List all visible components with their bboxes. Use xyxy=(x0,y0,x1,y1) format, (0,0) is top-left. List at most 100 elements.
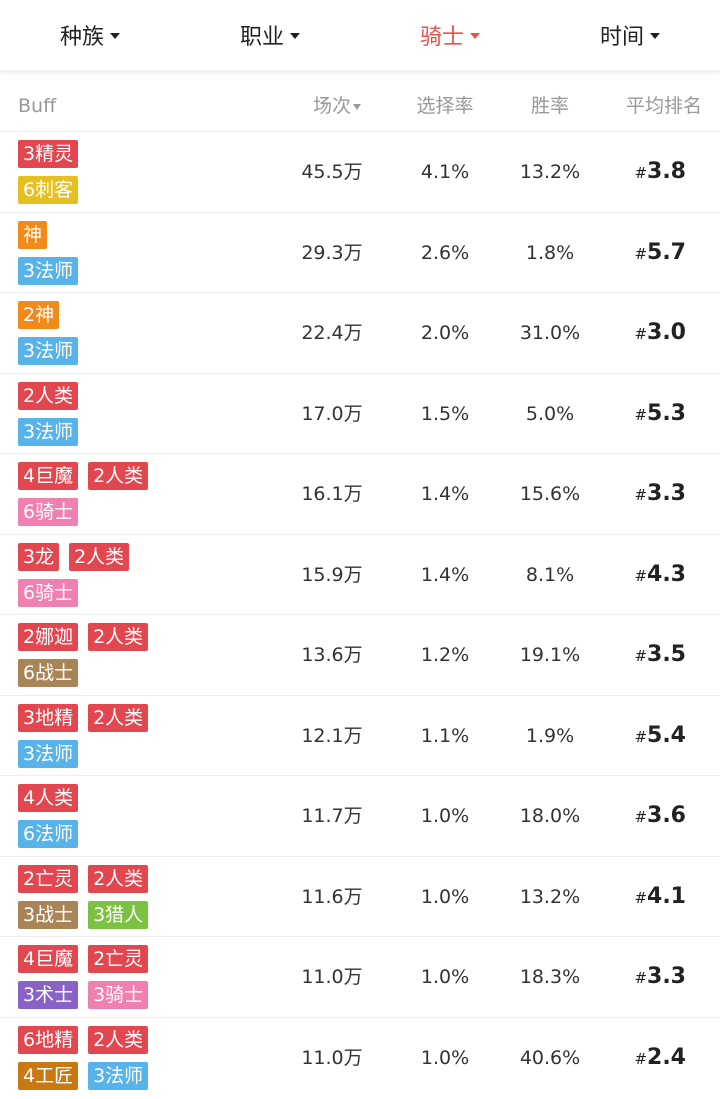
buff-tag: 6刺客 xyxy=(18,176,79,204)
table-row[interactable]: 3龙 2人类 6骑士 15.9万 1.4% 8.1% #4.3 xyxy=(0,533,720,615)
filter-tab[interactable]: 时间 xyxy=(540,0,720,70)
table-row[interactable]: 2亡灵 2人类 3战士 3猎人 11.6万 1.0% 13.2% #4.1 xyxy=(0,855,720,937)
buff-line: 4巨魔 2亡灵 xyxy=(18,945,149,973)
column-header: Buff xyxy=(18,82,56,130)
buff-line: 3龙 2人类 xyxy=(18,542,130,571)
pick-rate: 1.0% xyxy=(420,805,470,827)
buff-line: 3术士 3骑士 xyxy=(18,981,149,1009)
header-label: 平均排名 xyxy=(625,95,702,117)
column-header[interactable]: 场次 xyxy=(277,82,397,130)
buff-tag: 2人类 xyxy=(88,1025,149,1054)
buff-line: 3法师 xyxy=(18,256,79,285)
buff-tag: 2人类 xyxy=(88,623,149,651)
buff-line: 3法师 xyxy=(18,417,79,446)
column-header[interactable]: 平均排名 xyxy=(626,82,702,130)
buff-line: 6法师 xyxy=(18,820,79,848)
table-row[interactable]: 2娜迦 2人类 6战士 13.6万 1.2% 19.1% #3.5 xyxy=(0,614,720,695)
buff-tag: 3法师 xyxy=(18,337,79,365)
buff-tag: 3龙 xyxy=(18,542,60,571)
buff-tag: 4人类 xyxy=(18,784,79,812)
buff-line: 3精灵 xyxy=(18,140,79,168)
pick-rate: 1.1% xyxy=(420,724,470,747)
games: 16.1万 xyxy=(301,483,363,505)
buff-line: 6战士 xyxy=(18,659,79,687)
win-rate: 1.9% xyxy=(525,724,575,747)
rank-prefix: # xyxy=(634,244,648,263)
buff-tag: 2亡灵 xyxy=(88,945,149,973)
rank-value: 3.0 xyxy=(647,320,686,345)
buff-tag: 6战士 xyxy=(18,659,79,687)
tab-bar: 种族 职业 骑士 时间 xyxy=(0,0,720,70)
table-row[interactable]: 6地精 2人类 4工匠 3法师 11.0万 1.0% 40.6% #2.4 xyxy=(0,1016,720,1098)
rank-value: 3.3 xyxy=(647,481,686,506)
rank-value: 3.6 xyxy=(647,803,686,828)
buff-line: 4巨魔 2人类 xyxy=(18,462,149,490)
table-row[interactable]: 2人类 3法师 17.0万 1.5% 5.0% #5.3 xyxy=(0,372,720,454)
rank-value: 4.3 xyxy=(647,561,686,587)
pick-rate: 1.4% xyxy=(420,483,470,505)
buff-tag: 3法师 xyxy=(18,417,79,446)
avg-rank: #2.4 xyxy=(634,1018,686,1098)
rank-prefix: # xyxy=(634,164,648,182)
buff-tag: 6骑士 xyxy=(18,498,79,526)
dropdown-arrow xyxy=(650,33,660,39)
filter-tab[interactable]: 种族 xyxy=(0,0,180,70)
games: 11.0万 xyxy=(301,1046,363,1069)
rank-prefix: # xyxy=(634,325,648,343)
column-header[interactable]: 胜率 xyxy=(490,82,610,130)
header-label: 选择率 xyxy=(416,95,474,117)
games: 45.5万 xyxy=(301,161,363,183)
games: 22.4万 xyxy=(301,322,363,344)
column-header[interactable]: 选择率 xyxy=(385,82,505,130)
tab-label: 种族 xyxy=(59,25,104,50)
avg-rank: #4.3 xyxy=(634,535,686,615)
win-rate: 18.3% xyxy=(519,966,581,988)
filter-tab[interactable]: 职业 xyxy=(180,0,360,70)
pick-rate: 2.6% xyxy=(420,241,470,264)
buff-tag: 3术士 xyxy=(18,981,79,1009)
buff-line: 4人类 xyxy=(18,784,79,812)
buff-tag: 4巨魔 xyxy=(18,945,79,973)
buff-tag: 3战士 xyxy=(18,900,79,929)
pick-rate: 2.0% xyxy=(420,322,470,344)
rank-value: 3.3 xyxy=(647,964,686,989)
rank-value: 5.3 xyxy=(647,400,686,426)
avg-rank: #5.3 xyxy=(634,374,686,454)
buff-line: 神 xyxy=(18,220,48,249)
games: 15.9万 xyxy=(301,563,363,586)
avg-rank: #3.0 xyxy=(634,293,686,373)
dropdown-arrow xyxy=(290,33,300,39)
filter-tab[interactable]: 骑士 xyxy=(360,0,540,70)
header-label: 胜率 xyxy=(530,95,569,117)
dropdown-arrow xyxy=(110,33,120,39)
buff-tag: 3地精 xyxy=(18,703,79,732)
avg-rank: #4.1 xyxy=(634,857,686,937)
rank-prefix: # xyxy=(634,808,648,826)
buff-tag: 6骑士 xyxy=(18,578,79,607)
buff-tag: 6法师 xyxy=(18,820,79,848)
table-row[interactable]: 4巨魔 2亡灵 3术士 3骑士 11.0万 1.0% 18.3% #3.3 xyxy=(0,936,720,1017)
avg-rank: #3.6 xyxy=(634,776,686,856)
table-row[interactable]: 神 3法师 29.3万 2.6% 1.8% #5.7 xyxy=(0,211,720,293)
rank-prefix: # xyxy=(634,405,648,424)
buff-line: 6骑士 xyxy=(18,578,79,607)
rank-value: 3.8 xyxy=(647,159,686,184)
win-rate: 40.6% xyxy=(519,1046,581,1069)
rank-value: 3.5 xyxy=(647,642,686,667)
table-header: Buff 场次 选择率 胜率 平均排名 xyxy=(0,82,720,130)
buff-tag: 3法师 xyxy=(18,256,79,285)
table-row[interactable]: 3精灵 6刺客 45.5万 4.1% 13.2% #3.8 xyxy=(0,131,720,212)
buff-tag: 2人类 xyxy=(88,462,149,490)
buff-line: 3地精 2人类 xyxy=(18,703,149,732)
table-row[interactable]: 3地精 2人类 3法师 12.1万 1.1% 1.9% #5.4 xyxy=(0,694,720,776)
buff-tag: 4工匠 xyxy=(18,1061,79,1090)
win-rate: 8.1% xyxy=(525,563,575,586)
table-row[interactable]: 4人类 6法师 11.7万 1.0% 18.0% #3.6 xyxy=(0,775,720,856)
buff-tag: 2人类 xyxy=(88,703,149,732)
rank-value: 5.7 xyxy=(647,239,686,265)
table-row[interactable]: 2神 3法师 22.4万 2.0% 31.0% #3.0 xyxy=(0,292,720,373)
pick-rate: 4.1% xyxy=(420,161,470,183)
pick-rate: 1.0% xyxy=(420,885,470,908)
buff-tag: 3骑士 xyxy=(88,981,149,1009)
table-row[interactable]: 4巨魔 2人类 6骑士 16.1万 1.4% 15.6% #3.3 xyxy=(0,453,720,534)
